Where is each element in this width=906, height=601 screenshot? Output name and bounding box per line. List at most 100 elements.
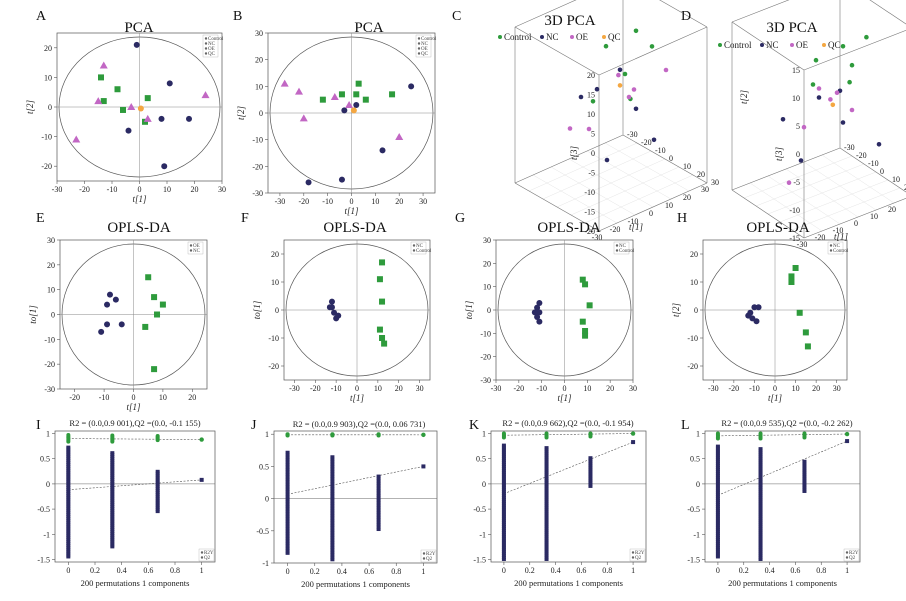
- point-nc: [840, 120, 846, 125]
- point-nc: [617, 67, 623, 73]
- q2-permutation-point: [330, 546, 335, 550]
- q2-permutation-point: [376, 503, 381, 507]
- q2-permutation-point: [501, 459, 506, 463]
- q2-permutation-point: [758, 480, 763, 484]
- q2-permutation-point: [66, 497, 71, 501]
- q2-permutation-point: [544, 488, 549, 492]
- q2-permutation-point: [330, 531, 335, 535]
- q2-permutation-point: [330, 553, 335, 557]
- q2-permutation-point: [802, 489, 807, 493]
- q2-permutation-point: [285, 522, 290, 526]
- point-control: [381, 340, 388, 347]
- q2-permutation-point: [110, 545, 115, 549]
- r2-original-point: [844, 431, 850, 437]
- x-tick-label: 10: [665, 201, 673, 210]
- q2-permutation-point: [376, 513, 381, 517]
- point-control: [353, 91, 360, 98]
- x-tick-label: 0.2: [310, 567, 320, 576]
- q2-permutation-point: [330, 469, 335, 473]
- legend-item: R2Y: [204, 551, 214, 556]
- y-tick-label: -10: [687, 334, 698, 343]
- q2-permutation-point: [544, 550, 549, 554]
- x-tick-label: 0.8: [602, 566, 612, 575]
- legend-marker: [822, 43, 826, 47]
- point-nc: [745, 312, 752, 319]
- panel-label: A: [36, 9, 47, 24]
- x-tick-label: 10: [159, 393, 167, 402]
- chart-title: PCA: [124, 20, 153, 36]
- y-tick-label: 10: [892, 175, 900, 184]
- y-axis-label: t[2]: [25, 100, 35, 115]
- point-oe: [94, 97, 103, 105]
- q2-permutation-point: [155, 469, 160, 473]
- q2-permutation-point: [330, 506, 335, 510]
- q2-permutation-point: [715, 524, 720, 528]
- x-tick-label: -30: [491, 384, 502, 393]
- x-tick-label: 0.6: [576, 566, 586, 575]
- q2-permutation-point: [285, 537, 290, 541]
- q2-permutation-point: [155, 494, 160, 498]
- q2-permutation-point: [588, 465, 593, 469]
- q2-permutation-point: [330, 477, 335, 481]
- q2-permutation-point: [330, 533, 335, 537]
- q2-permutation-point: [285, 546, 290, 550]
- q2-permutation-point: [155, 485, 160, 489]
- point-oe: [143, 114, 152, 122]
- q2-permutation-point: [66, 507, 71, 511]
- x-tick-label: -10: [628, 217, 639, 226]
- y-tick-label: 20: [690, 250, 698, 259]
- q2-permutation-point: [330, 499, 335, 503]
- y-tick-label: 10: [271, 278, 279, 287]
- q2-permutation-point: [66, 555, 71, 559]
- q2-permutation-point: [715, 466, 720, 470]
- q2-permutation-point: [715, 493, 720, 497]
- r2-original-point: [630, 431, 636, 436]
- q2-permutation-point: [758, 487, 763, 491]
- x-tick-label: 1: [631, 566, 635, 575]
- point-nc: [125, 127, 132, 134]
- q2-permutation-point: [501, 497, 506, 501]
- q2-permutation-point: [544, 451, 549, 455]
- q2-permutation-point: [330, 479, 335, 483]
- q2-permutation-point: [715, 522, 720, 526]
- r2-permutation-point: [588, 431, 593, 436]
- legend-marker: [790, 43, 794, 47]
- q2-permutation-point: [802, 488, 807, 492]
- panel-label: F: [241, 211, 249, 226]
- z-tick-label: 0: [796, 150, 800, 159]
- y-axis-label: t[2]: [739, 90, 749, 105]
- q2-permutation-point: [501, 556, 506, 560]
- q2-permutation-point: [544, 473, 549, 477]
- y-tick-label: -20: [641, 138, 652, 147]
- q2-permutation-point: [501, 486, 506, 490]
- y-tick-label: 0: [696, 480, 700, 489]
- q2-permutation-point: [66, 445, 71, 449]
- q2-permutation-point: [330, 536, 335, 540]
- q2-permutation-point: [544, 525, 549, 529]
- y-tick-label: 0: [48, 103, 52, 112]
- chart-title: OPLS-DA: [746, 220, 810, 236]
- legend-item: NC: [766, 40, 779, 50]
- q2-permutation-point: [758, 513, 763, 517]
- q2-permutation-point: [66, 459, 71, 463]
- z-tick-label: -5: [793, 178, 800, 187]
- point-nc: [633, 106, 639, 112]
- q2-permutation-point: [376, 481, 381, 485]
- q2-permutation-point: [66, 509, 71, 513]
- q2-permutation-point: [330, 484, 335, 488]
- q2-permutation-point: [501, 447, 506, 451]
- q2-permutation-point: [501, 488, 506, 492]
- q2-permutation-point: [588, 461, 593, 465]
- point-qc: [350, 107, 357, 114]
- point-control: [864, 34, 869, 40]
- x-tick-label: -20: [310, 384, 321, 393]
- x-axis-label: t[1]: [557, 393, 572, 403]
- z-tick-label: -15: [789, 234, 800, 243]
- q2-permutation-point: [501, 501, 506, 505]
- q2-permutation-point: [155, 506, 160, 510]
- q2-permutation-point: [330, 487, 335, 491]
- q2-permutation-point: [588, 481, 593, 485]
- point-control: [603, 43, 609, 49]
- point-nc: [166, 80, 173, 87]
- chart-title: 3D PCA: [766, 20, 817, 36]
